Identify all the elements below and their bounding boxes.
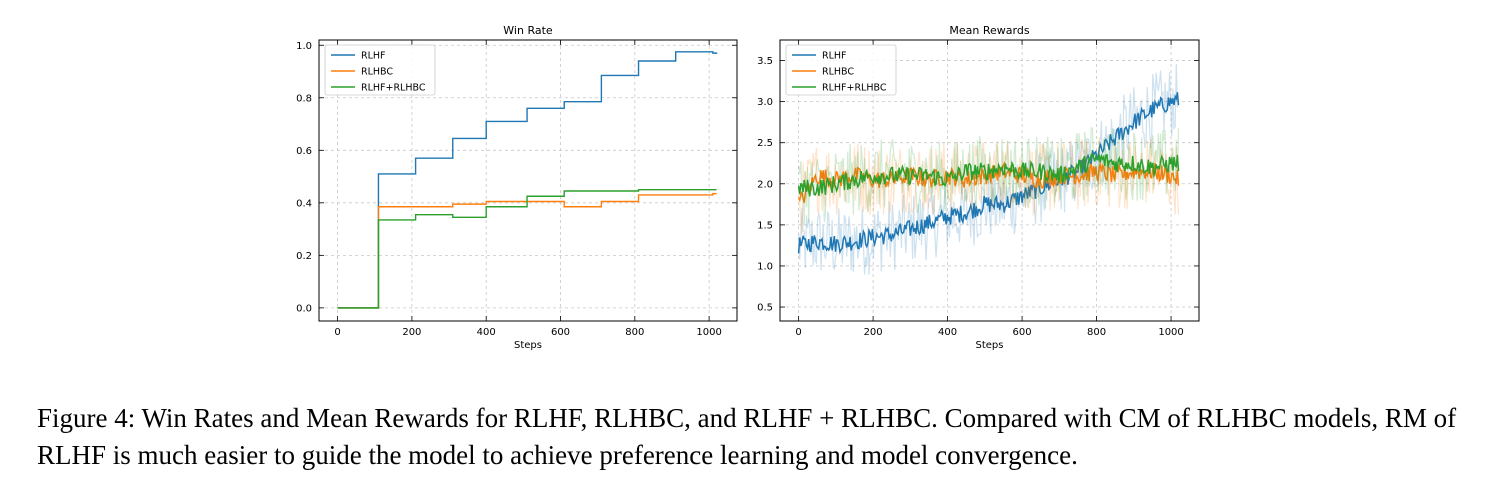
y-tick-label: 2.5 [757,138,773,149]
plot-frame [779,39,1200,322]
chart-1: Win Rate 0 200 400 600 800 1000 0.0 0.2 0.4 0.6 0.8… [296,24,738,351]
series-line-rlhf [797,92,1180,255]
x-tick-label: 0 [334,327,340,338]
x-tick-label: 800 [625,327,644,338]
plot-frame [318,39,738,322]
chart-title: Mean Rewards [949,24,1029,37]
x-axis-label: Steps [976,340,1004,351]
y-tick-label: 0.5 [757,303,773,314]
series-line-rlhf [337,51,718,309]
chart-title: Win Rate [503,24,553,37]
x-tick-label: 600 [1013,327,1032,338]
legend-label: RLHBC [822,67,854,78]
x-tick-label: 400 [477,327,496,338]
chart-2: Mean Rewards 0 200 400 600 800 1000 0.5 1.0 1.5 2.… [757,24,1200,351]
y-tick-label: 1.0 [757,261,773,272]
y-tick-label: 0.2 [296,251,312,262]
legend-label: RLHF [822,51,847,62]
x-tick-label: 1000 [696,327,721,338]
legend-label: RLHF [361,51,386,62]
legend-box [785,44,897,96]
y-tick-label: 3.0 [757,97,773,108]
series-line-rlhf-rlhbc [797,152,1180,197]
legend-label: RLHBC [361,67,393,78]
x-tick-label: 600 [551,327,570,338]
y-tick-label: 1.0 [296,41,312,52]
y-tick-label: 0.6 [296,146,312,157]
figure: Win Rate 0 200 400 600 800 1000 0.0 0.2 0.4 0.6 0.8… [296,24,1200,351]
x-tick-label: 800 [1087,327,1106,338]
x-tick-label: 0 [795,327,801,338]
x-axis-label: Steps [514,340,542,351]
x-tick-label: 400 [938,327,957,338]
y-tick-label: 2.0 [757,179,773,190]
x-tick-label: 1000 [1158,327,1183,338]
x-tick-label: 200 [402,327,421,338]
x-tick-label: 200 [864,327,883,338]
y-tick-label: 1.5 [757,220,773,231]
y-tick-label: 0.4 [296,198,312,209]
legend-label: RLHF+RLHBC [822,83,887,94]
legend-label: RLHF+RLHBC [361,83,426,94]
y-tick-label: 0.8 [296,93,312,104]
y-tick-label: 0.0 [296,303,312,314]
y-tick-label: 3.5 [757,56,773,67]
series-raw-rlhf-rlhbc [798,126,1180,225]
series-line-rlhbc [337,192,717,309]
figure-caption: Figure 4: Win Rates and Mean Rewards for… [37,403,1457,470]
legend-box [324,44,436,96]
